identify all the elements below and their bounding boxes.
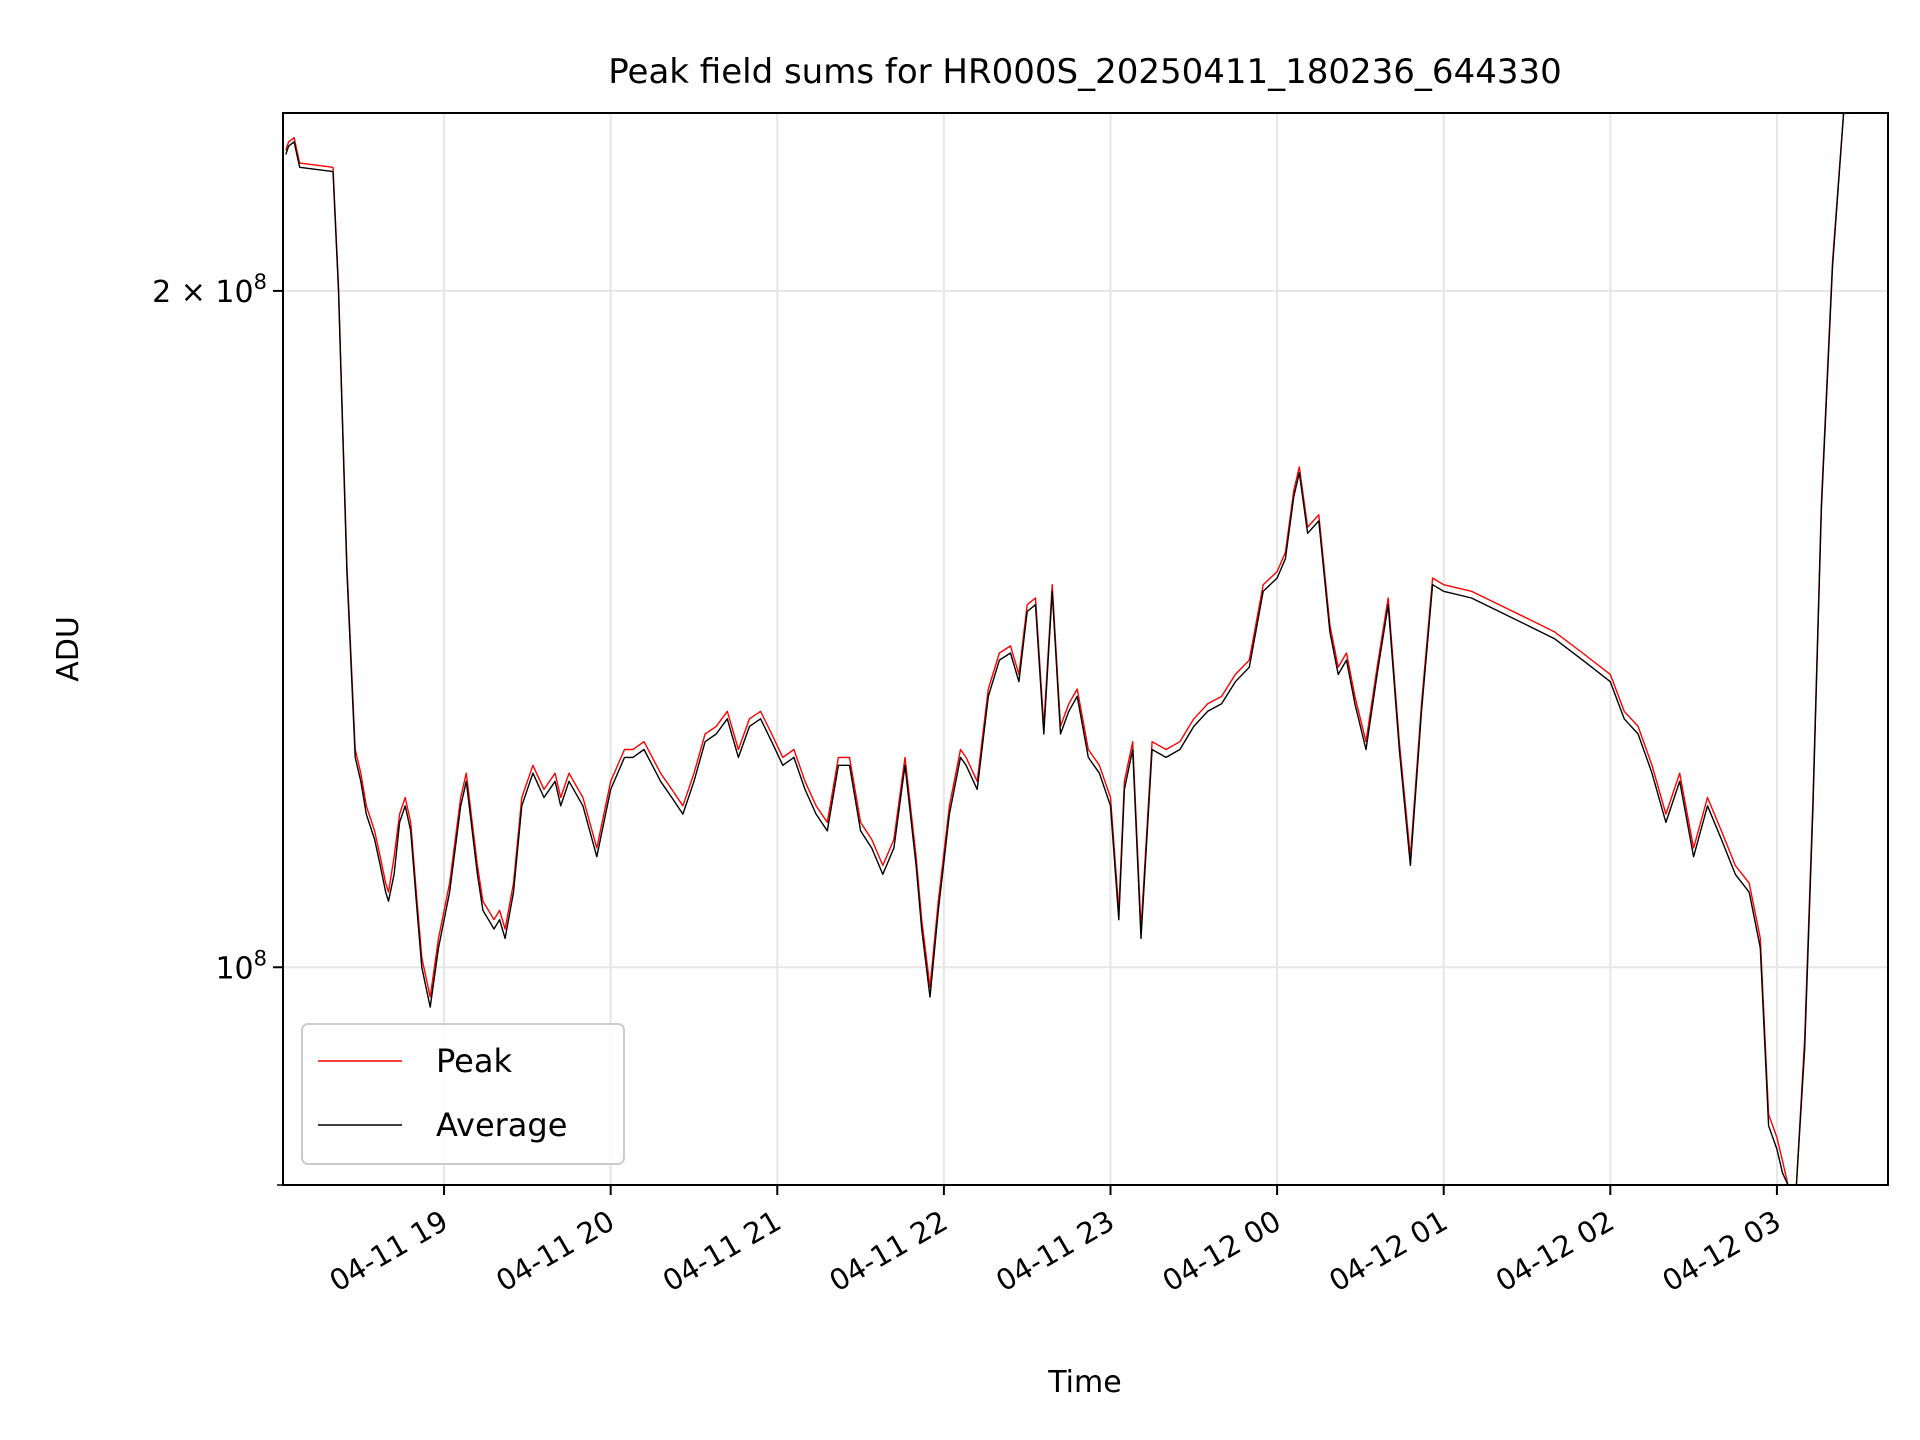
x-axis-label: Time	[1047, 1365, 1121, 1400]
legend-label-average: Average	[436, 1106, 567, 1144]
chart-title: Peak field sums for HR000S_20250411_1802…	[608, 52, 1561, 92]
legend-box	[301, 1023, 625, 1165]
legend-label-peak: Peak	[436, 1042, 512, 1080]
y-tick-label: 2 × 108	[152, 270, 267, 310]
y-tick-label: 108	[215, 946, 267, 986]
y-axis-label: ADU	[51, 616, 86, 682]
series-line-average	[285, 112, 1845, 1186]
grid-lines	[283, 113, 1888, 1186]
y-axis: 108 2 × 108	[152, 270, 283, 1186]
series-line-peak	[285, 112, 1845, 1186]
legend: Peak Average	[301, 1023, 625, 1165]
series-layer	[285, 112, 1845, 1186]
plot-frame	[282, 112, 1889, 1186]
